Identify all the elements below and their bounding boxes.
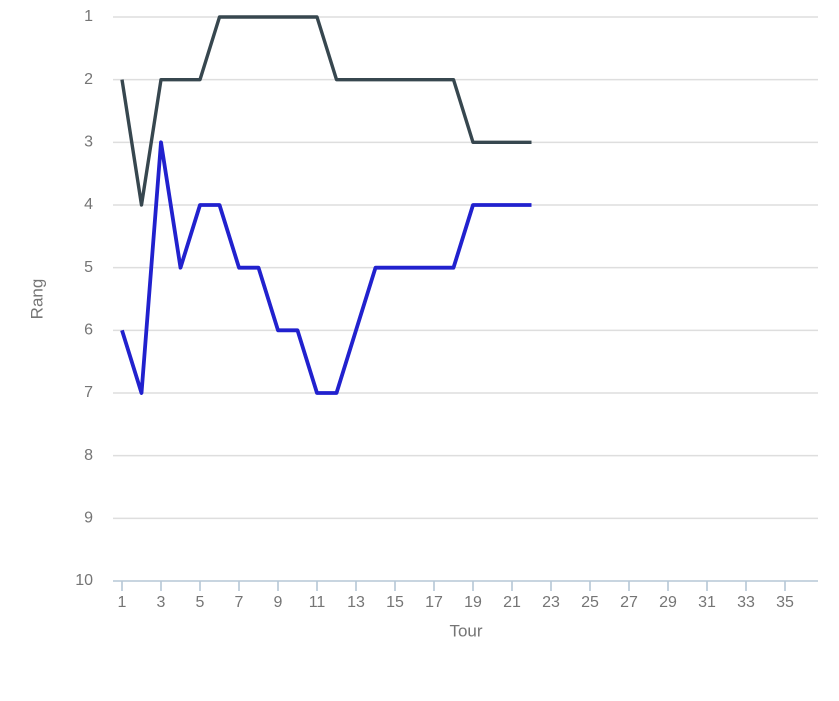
x-tick-label: 27 [620,594,638,611]
y-tick-label: 9 [84,510,93,527]
x-tick-label: 15 [386,594,404,611]
x-tick-label: 13 [347,594,365,611]
y-tick-label: 10 [75,572,93,589]
x-tick-label: 17 [425,594,443,611]
series-layer [120,15,532,395]
x-tick-label: 35 [776,594,794,611]
y-tick-label: 6 [84,322,93,339]
x-tick-label: 7 [235,594,244,611]
x-axis-title: Tour [449,621,482,640]
x-tick-label: 3 [157,594,166,611]
x-tick-label: 1 [118,594,127,611]
y-tick-label: 1 [84,8,93,25]
y-tick-label: 3 [84,134,93,151]
y-tick-label: 8 [84,447,93,464]
x-tick-label: 19 [464,594,482,611]
y-axis-title: Rang [27,279,46,320]
series-line-rang-serie-sombre[interactable] [120,15,532,207]
x-tick-label: 33 [737,594,755,611]
grid-layer [113,16,818,520]
y-tick-label: 2 [84,71,93,88]
x-tick-label: 5 [196,594,205,611]
y-tick-label: 7 [84,384,93,401]
x-tick-label: 11 [309,594,326,611]
x-tick-label: 9 [274,594,283,611]
x-tick-label: 21 [503,594,521,611]
y-tick-label: 4 [84,196,93,213]
series-line-rang-serie-bleue[interactable] [120,140,532,395]
x-tick-label: 31 [698,594,716,611]
x-tick-label: 29 [659,594,677,611]
y-tick-label: 5 [84,259,93,276]
x-tick-label: 23 [542,594,560,611]
x-tick-label: 25 [581,594,599,611]
